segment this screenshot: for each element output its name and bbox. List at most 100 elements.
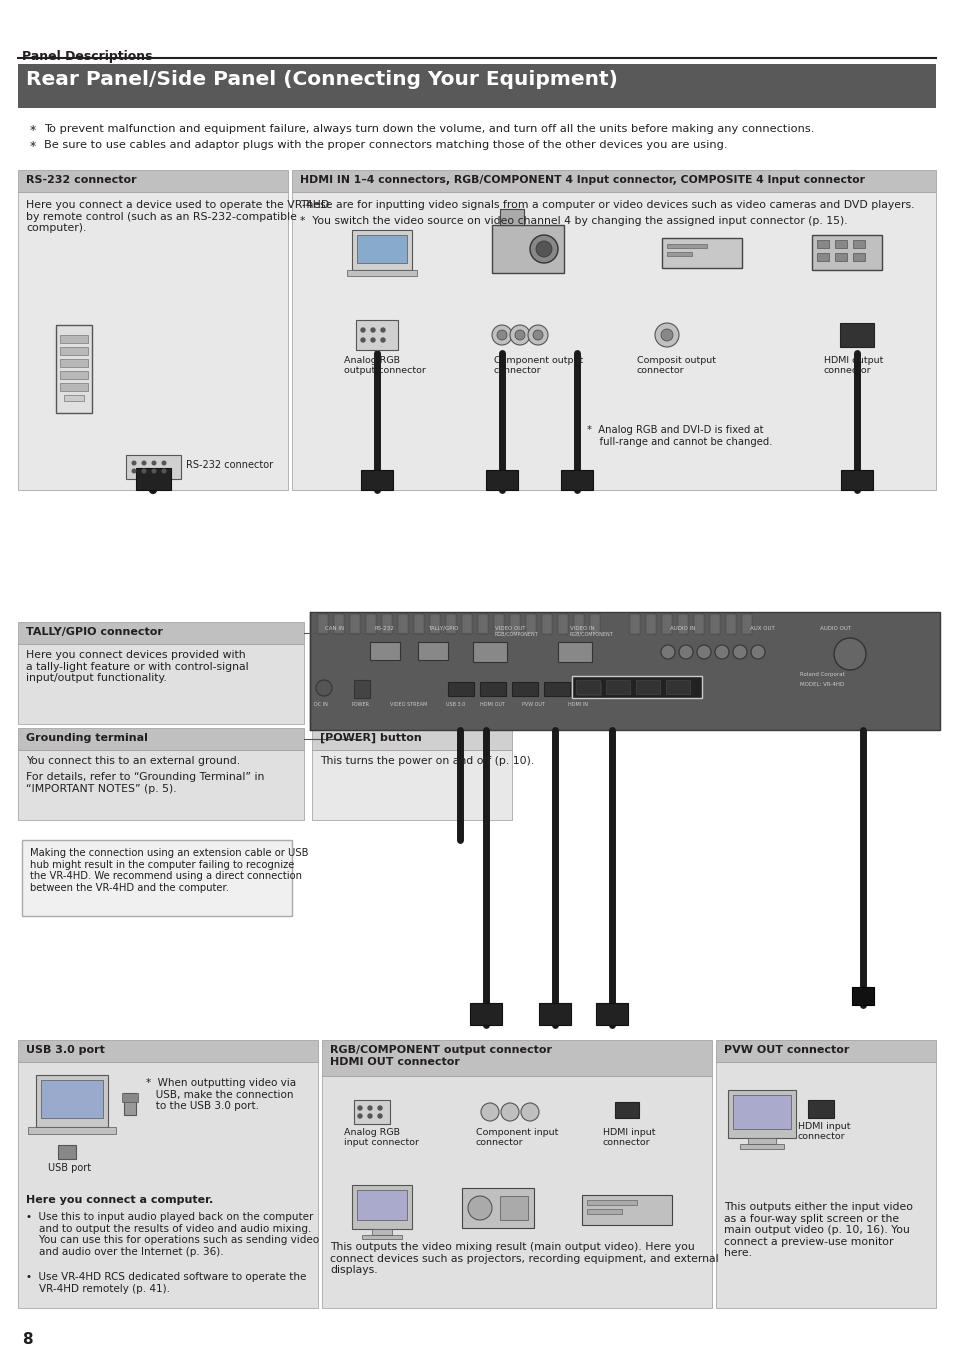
Bar bbox=[494, 614, 503, 634]
Text: Here you connect devices provided with
a tally-light feature or with control-sig: Here you connect devices provided with a… bbox=[26, 649, 249, 683]
Bar bbox=[430, 614, 439, 634]
Bar bbox=[479, 682, 505, 697]
Bar bbox=[586, 1210, 621, 1214]
Bar bbox=[355, 320, 397, 350]
Bar bbox=[448, 682, 474, 697]
Bar bbox=[510, 614, 519, 634]
Bar bbox=[356, 235, 407, 263]
Bar bbox=[727, 1089, 795, 1138]
Text: RGB/COMPONENT: RGB/COMPONENT bbox=[495, 632, 538, 637]
Bar bbox=[816, 252, 828, 261]
Circle shape bbox=[357, 1106, 361, 1110]
Bar bbox=[693, 614, 703, 634]
Bar bbox=[360, 470, 393, 490]
Bar bbox=[60, 371, 88, 379]
Bar bbox=[470, 1003, 501, 1025]
Bar bbox=[312, 728, 512, 751]
Text: RS-232 connector: RS-232 connector bbox=[26, 176, 136, 185]
Text: AUX OUT: AUX OUT bbox=[749, 626, 774, 630]
Bar bbox=[574, 614, 583, 634]
Bar bbox=[852, 240, 864, 248]
Text: RS-232 connector: RS-232 connector bbox=[186, 460, 273, 470]
Bar bbox=[485, 470, 517, 490]
Bar bbox=[56, 325, 91, 413]
Bar bbox=[18, 644, 304, 724]
Circle shape bbox=[515, 329, 524, 340]
Bar bbox=[60, 383, 88, 392]
Circle shape bbox=[492, 325, 512, 346]
Text: AUDIO OUT: AUDIO OUT bbox=[820, 626, 850, 630]
Bar bbox=[834, 240, 846, 248]
Circle shape bbox=[380, 338, 385, 342]
Text: Panel Descriptions: Panel Descriptions bbox=[22, 50, 152, 63]
Text: •  Use VR-4HD RCS dedicated software to operate the
    VR-4HD remotely (p. 41).: • Use VR-4HD RCS dedicated software to o… bbox=[26, 1272, 306, 1293]
Bar bbox=[834, 252, 846, 261]
Bar bbox=[18, 1040, 317, 1062]
Circle shape bbox=[660, 645, 675, 659]
Text: Be sure to use cables and adaptor plugs with the proper connectors matching thos: Be sure to use cables and adaptor plugs … bbox=[44, 140, 727, 150]
Circle shape bbox=[510, 325, 530, 346]
Text: VIDEO STREAM: VIDEO STREAM bbox=[390, 702, 427, 707]
Text: This outputs the video mixing result (main output video). Here you
connect devic: This outputs the video mixing result (ma… bbox=[330, 1242, 718, 1276]
Circle shape bbox=[377, 1106, 381, 1110]
Circle shape bbox=[679, 645, 692, 659]
Text: TALLY/GPIO connector: TALLY/GPIO connector bbox=[26, 626, 163, 637]
Text: HDMI IN: HDMI IN bbox=[567, 702, 587, 707]
Text: *: * bbox=[30, 140, 36, 153]
Bar bbox=[560, 470, 593, 490]
Bar bbox=[124, 1094, 136, 1115]
Bar bbox=[747, 1138, 775, 1143]
Bar bbox=[512, 682, 537, 697]
Text: For details, refer to “Grounding Terminal” in
“IMPORTANT NOTES” (p. 5).: For details, refer to “Grounding Termina… bbox=[26, 772, 264, 794]
Circle shape bbox=[132, 462, 135, 464]
Bar bbox=[136, 468, 171, 490]
Bar bbox=[356, 1189, 407, 1220]
Circle shape bbox=[360, 338, 365, 342]
Circle shape bbox=[833, 639, 865, 670]
Bar bbox=[122, 1094, 138, 1102]
Bar bbox=[499, 1196, 527, 1220]
Bar bbox=[581, 1195, 671, 1224]
Bar bbox=[350, 614, 359, 634]
Bar bbox=[576, 682, 601, 697]
Bar bbox=[576, 680, 599, 694]
Circle shape bbox=[360, 328, 365, 332]
Circle shape bbox=[527, 325, 547, 346]
Circle shape bbox=[500, 1103, 518, 1120]
Bar bbox=[397, 614, 408, 634]
Bar bbox=[354, 680, 370, 698]
Bar bbox=[741, 614, 751, 634]
Bar bbox=[541, 614, 552, 634]
Circle shape bbox=[520, 1103, 538, 1120]
Text: VIDEO IN: VIDEO IN bbox=[569, 626, 594, 630]
Bar bbox=[417, 643, 448, 660]
Bar bbox=[558, 614, 567, 634]
Bar bbox=[477, 614, 488, 634]
Circle shape bbox=[368, 1114, 372, 1118]
Bar bbox=[18, 622, 304, 644]
Bar bbox=[18, 751, 304, 819]
Bar bbox=[645, 614, 656, 634]
Text: *  Analog RGB and DVI-D is fixed at
    full-range and cannot be changed.: * Analog RGB and DVI-D is fixed at full-… bbox=[586, 425, 772, 447]
Bar bbox=[352, 230, 412, 270]
Bar bbox=[414, 614, 423, 634]
Circle shape bbox=[533, 329, 542, 340]
Bar bbox=[666, 252, 691, 256]
Text: PVW OUT: PVW OUT bbox=[521, 702, 544, 707]
Circle shape bbox=[162, 462, 166, 464]
Bar bbox=[543, 682, 569, 697]
Text: To prevent malfunction and equipment failure, always turn down the volume, and t: To prevent malfunction and equipment fai… bbox=[44, 124, 814, 134]
Text: DC IN: DC IN bbox=[314, 702, 328, 707]
Text: RGB/COMPONENT: RGB/COMPONENT bbox=[569, 632, 613, 637]
Bar bbox=[499, 209, 523, 225]
Circle shape bbox=[162, 470, 166, 472]
Bar bbox=[354, 1100, 390, 1125]
Bar bbox=[18, 63, 935, 108]
Bar bbox=[352, 1185, 412, 1228]
Circle shape bbox=[315, 680, 332, 697]
Text: Rear Panel/Side Panel (Connecting Your Equipment): Rear Panel/Side Panel (Connecting Your E… bbox=[26, 70, 618, 89]
Bar bbox=[446, 614, 456, 634]
Text: These are for inputting video signals from a computer or video devices such as v: These are for inputting video signals fr… bbox=[299, 200, 914, 211]
Bar bbox=[18, 192, 288, 490]
Text: USB 3.0: USB 3.0 bbox=[446, 702, 465, 707]
